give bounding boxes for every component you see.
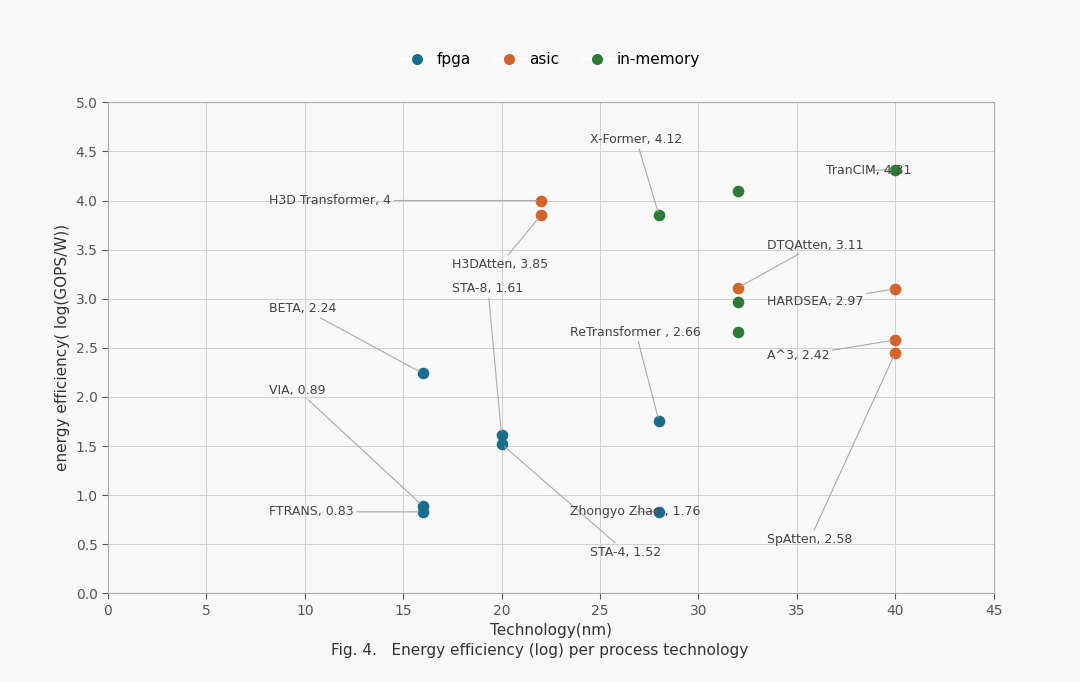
Text: X-Former, 4.12: X-Former, 4.12: [590, 133, 683, 211]
Point: [650, 506, 667, 517]
X-axis label: Technology(nm): Technology(nm): [490, 623, 611, 638]
Text: FTRANS, 0.83: FTRANS, 0.83: [269, 505, 419, 518]
Point: [415, 368, 432, 379]
Text: Fig. 4.   Energy efficiency (log) per process technology: Fig. 4. Energy efficiency (log) per proc…: [332, 642, 748, 657]
Text: HARDSEA, 2.97: HARDSEA, 2.97: [767, 290, 891, 308]
Point: [650, 416, 667, 427]
Point: [415, 506, 432, 517]
Text: A^3, 2.42: A^3, 2.42: [767, 340, 891, 362]
Text: H3DAtten, 3.85: H3DAtten, 3.85: [453, 218, 549, 271]
Point: [729, 296, 746, 307]
Text: STA-8, 1.61: STA-8, 1.61: [453, 282, 524, 431]
Point: [729, 186, 746, 196]
Point: [532, 195, 550, 206]
Text: TranCIM, 4.31: TranCIM, 4.31: [826, 164, 912, 177]
Text: STA-4, 1.52: STA-4, 1.52: [504, 447, 661, 559]
Y-axis label: energy efficiency( log(GOPS/W)): energy efficiency( log(GOPS/W)): [55, 224, 70, 471]
Text: Zhongyo Zhao , 1.76: Zhongyo Zhao , 1.76: [570, 505, 701, 518]
Point: [492, 439, 510, 449]
Text: SpAtten, 2.58: SpAtten, 2.58: [767, 357, 893, 546]
Point: [650, 210, 667, 221]
Point: [729, 327, 746, 338]
Text: DTQAtten, 3.11: DTQAtten, 3.11: [741, 238, 864, 286]
Text: VIA, 0.89: VIA, 0.89: [269, 383, 420, 503]
Text: ReTransformer , 2.66: ReTransformer , 2.66: [570, 325, 701, 417]
Point: [415, 501, 432, 512]
Point: [887, 284, 904, 295]
Text: BETA, 2.24: BETA, 2.24: [269, 302, 419, 372]
Legend: fpga, asic, in-memory: fpga, asic, in-memory: [395, 46, 706, 74]
Point: [532, 210, 550, 221]
Point: [492, 430, 510, 441]
Point: [887, 164, 904, 175]
Point: [729, 282, 746, 293]
Point: [887, 334, 904, 345]
Point: [887, 347, 904, 358]
Text: H3D Transformer, 4: H3D Transformer, 4: [269, 194, 537, 207]
